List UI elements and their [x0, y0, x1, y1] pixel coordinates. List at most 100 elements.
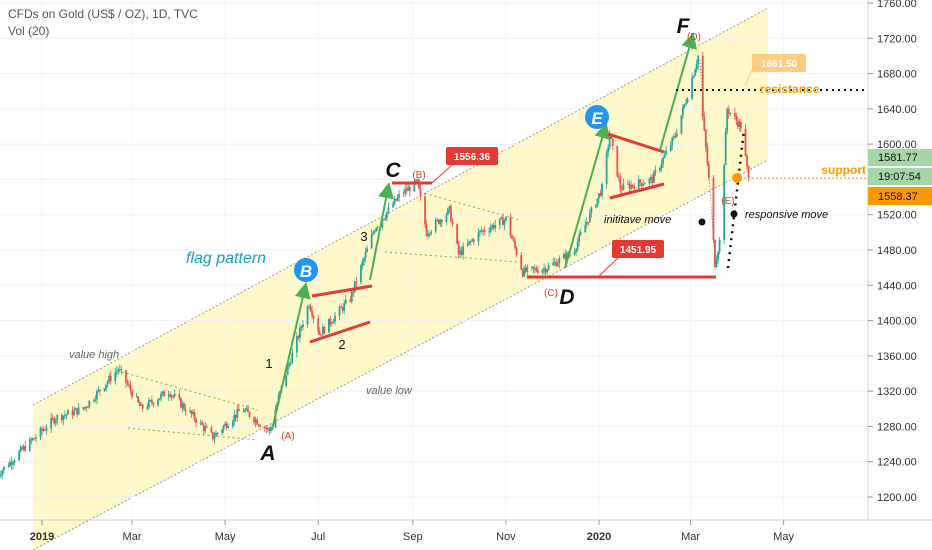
candle [213, 431, 216, 444]
candle [268, 426, 271, 436]
candle [680, 115, 683, 135]
candle [195, 417, 198, 428]
volume-indicator-label[interactable]: Vol (20) [8, 24, 50, 38]
current-price-text: 1581.77 [878, 152, 918, 164]
candle [225, 421, 228, 431]
candle [649, 174, 652, 184]
candle [735, 112, 738, 125]
candle [201, 420, 204, 426]
candle [372, 230, 375, 237]
candle [697, 54, 700, 70]
candle [639, 178, 642, 187]
candle [564, 249, 567, 265]
candle [350, 289, 353, 304]
candle [617, 172, 620, 182]
callout-d-low: 1451.95 [597, 240, 664, 278]
candle [703, 111, 706, 132]
candle [588, 209, 591, 224]
candle [575, 247, 578, 257]
candle [42, 427, 45, 433]
candle [451, 218, 454, 227]
candle [427, 229, 429, 240]
candle [726, 107, 729, 135]
candle [332, 318, 335, 324]
initiative-drop-guide [699, 59, 717, 271]
candle [247, 404, 249, 413]
candle [51, 414, 54, 422]
candle [92, 397, 95, 403]
candle [492, 222, 495, 231]
candle [563, 251, 565, 259]
candle [161, 390, 164, 397]
candle [257, 423, 260, 428]
candle [163, 389, 165, 397]
candle [512, 235, 515, 243]
candle [503, 218, 506, 230]
candle [494, 219, 497, 233]
candle [439, 218, 442, 228]
candle [685, 98, 687, 106]
candle [384, 214, 387, 221]
candle [541, 268, 544, 275]
candle [642, 179, 645, 187]
candle [587, 222, 590, 226]
candle [717, 250, 719, 264]
candle [468, 241, 471, 246]
candle [514, 237, 516, 251]
candle [364, 247, 367, 263]
candle [405, 183, 408, 195]
resistance-text: resistance [760, 82, 820, 96]
number-2: 2 [338, 337, 345, 352]
candle [76, 408, 78, 418]
candle [712, 175, 715, 243]
candle [212, 431, 214, 442]
candle [462, 242, 465, 260]
countdown-tag [868, 168, 932, 185]
candle [50, 412, 53, 434]
candle [578, 230, 581, 247]
candle [236, 404, 239, 422]
candle [170, 394, 173, 401]
candle [718, 237, 721, 255]
candle [424, 193, 426, 228]
candle [637, 175, 640, 190]
price-axis-bg[interactable] [868, 0, 932, 550]
candle [714, 239, 716, 268]
candle [385, 211, 388, 221]
candle [306, 304, 309, 328]
candle [349, 296, 352, 303]
candle [108, 373, 111, 384]
candle [120, 365, 123, 375]
candle [192, 409, 194, 416]
y-tick-label: 1400.00 [877, 316, 917, 328]
candle [204, 421, 207, 434]
candle [555, 258, 558, 267]
candle [660, 159, 663, 172]
candle [404, 183, 407, 197]
candle [740, 119, 742, 133]
support-price-tag [868, 187, 932, 205]
candle [311, 305, 314, 320]
candle [466, 238, 469, 247]
candle [457, 241, 460, 259]
badge-e-label: E [591, 109, 603, 128]
candle [167, 390, 170, 402]
candle [648, 177, 651, 188]
candle [674, 131, 677, 140]
candle [607, 144, 610, 158]
support-marker [732, 173, 742, 183]
candle [178, 389, 181, 401]
wave-label-f: F [677, 15, 691, 38]
x-tick-label: 2019 [30, 531, 54, 543]
candle [440, 218, 443, 228]
candle [137, 395, 140, 403]
candle [471, 238, 474, 242]
candle [199, 419, 202, 426]
candle [553, 257, 556, 266]
candle [183, 401, 185, 411]
candle [375, 227, 378, 232]
candle [695, 59, 698, 73]
candle [459, 246, 462, 258]
candle [312, 314, 315, 324]
